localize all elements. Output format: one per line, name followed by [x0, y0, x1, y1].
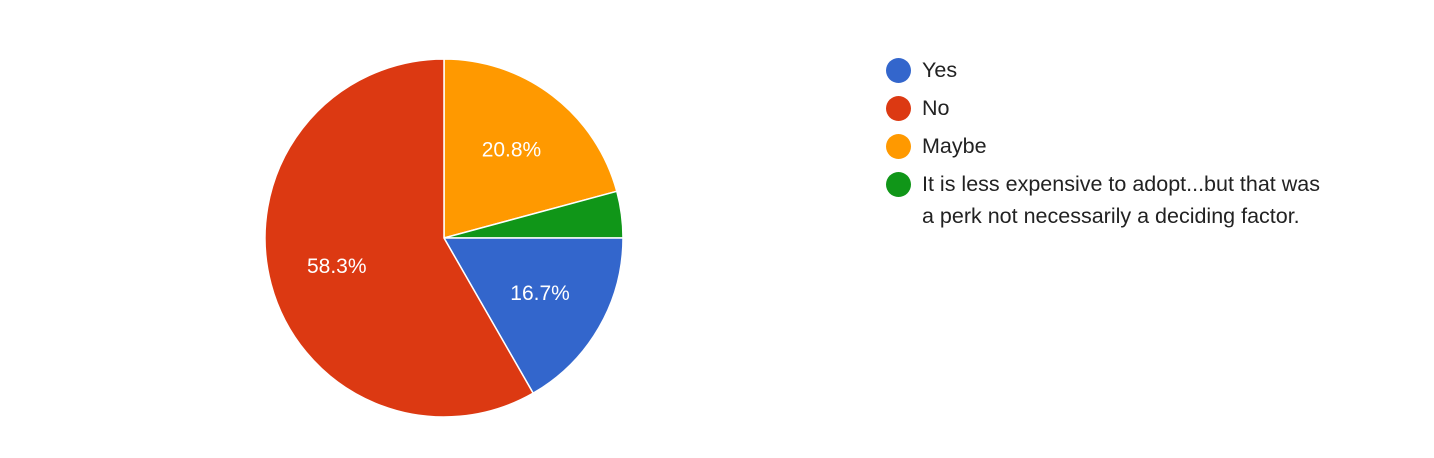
pie-slice-yes[interactable] — [442, 237, 624, 395]
slice-data-label: 20.8% — [482, 138, 542, 161]
legend-swatch — [886, 134, 911, 159]
legend-label: It is less expensive to adopt...but that… — [922, 172, 1320, 228]
pie-slice-maybe[interactable] — [443, 58, 618, 239]
legend-label: No — [922, 96, 950, 120]
legend-item[interactable]: No — [886, 92, 1356, 124]
legend-swatch — [886, 172, 911, 197]
legend-swatch — [886, 96, 911, 121]
legend: Yes No Maybe It is less expensive to adopt.… — [886, 54, 1356, 238]
legend-item[interactable]: Maybe — [886, 130, 1356, 162]
legend-item[interactable]: Yes — [886, 54, 1356, 86]
legend-swatch — [886, 58, 911, 83]
pie-slice-no[interactable] — [264, 58, 535, 418]
slice-data-label: 58.3% — [307, 255, 367, 278]
slice-data-label: 16.7% — [510, 282, 570, 305]
legend-item[interactable]: It is less expensive to adopt...but that… — [886, 168, 1356, 232]
legend-label: Yes — [922, 58, 958, 82]
legend-label: Maybe — [922, 134, 987, 158]
